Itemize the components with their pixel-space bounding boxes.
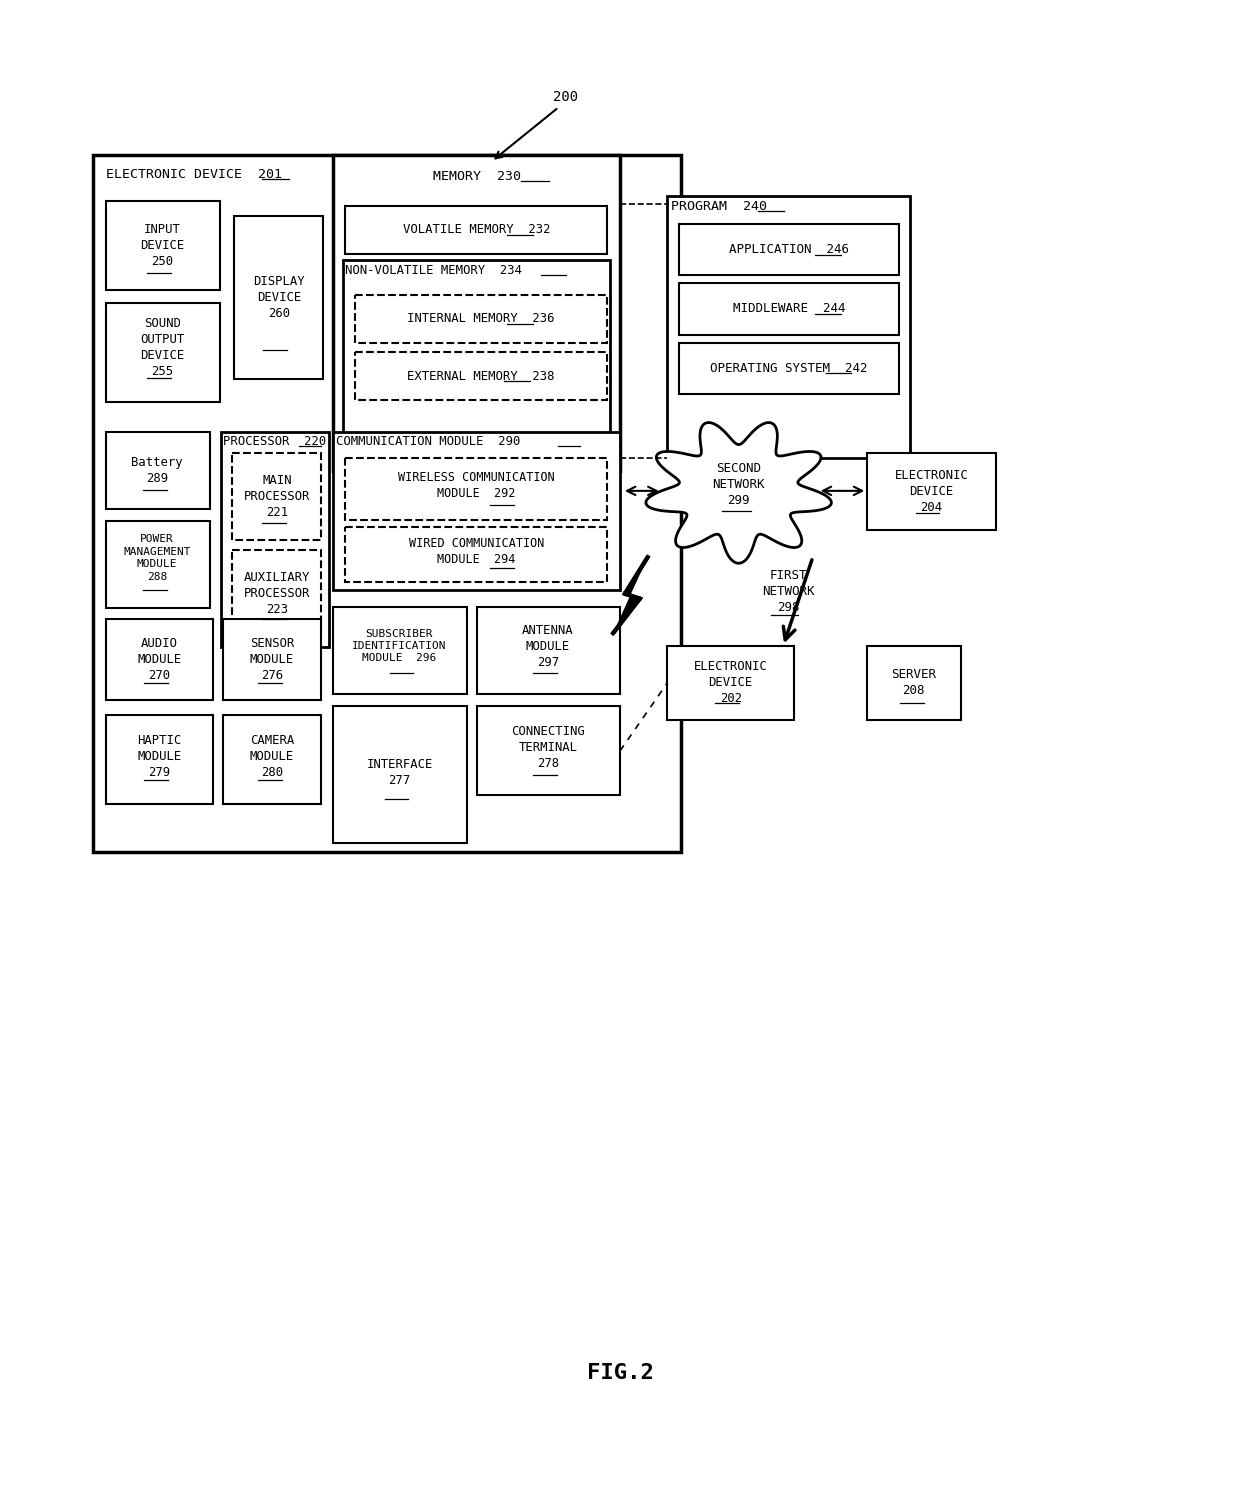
Text: SUBSCRIBER
IDENTIFICATION
MODULE  296: SUBSCRIBER IDENTIFICATION MODULE 296	[352, 629, 446, 663]
Bar	[334, 155, 620, 471]
Text: SERVER
208: SERVER 208	[892, 669, 936, 697]
Bar	[222, 715, 321, 804]
Bar	[345, 207, 608, 254]
Text: PROCESSOR  220: PROCESSOR 220	[222, 435, 326, 447]
Bar	[345, 458, 608, 520]
Text: HAPTIC
MODULE
279: HAPTIC MODULE 279	[138, 734, 181, 779]
Text: ELECTRONIC
DEVICE
204: ELECTRONIC DEVICE 204	[894, 470, 968, 514]
Bar	[476, 606, 620, 694]
Bar	[680, 343, 899, 394]
Text: ANTENNA
MODULE
297: ANTENNA MODULE 297	[522, 624, 574, 669]
Text: POWER
MANAGEMENT
MODULE
288: POWER MANAGEMENT MODULE 288	[124, 535, 191, 581]
Polygon shape	[613, 557, 647, 633]
Text: Battery
289: Battery 289	[131, 456, 184, 484]
Text: WIRELESS COMMUNICATION
MODULE  292: WIRELESS COMMUNICATION MODULE 292	[398, 471, 556, 501]
Bar	[221, 431, 330, 646]
Text: INTERFACE
277: INTERFACE 277	[366, 758, 433, 788]
Bar	[345, 528, 608, 583]
Bar	[334, 606, 466, 694]
Text: MIDDLEWARE  244: MIDDLEWARE 244	[733, 303, 846, 315]
Bar	[93, 155, 681, 851]
Polygon shape	[646, 422, 831, 563]
Bar	[105, 620, 212, 700]
Text: ELECTRONIC
DEVICE
202: ELECTRONIC DEVICE 202	[694, 660, 768, 706]
Text: INTERNAL MEMORY  236: INTERNAL MEMORY 236	[407, 312, 554, 325]
Bar	[105, 201, 219, 290]
Text: AUDIO
MODULE
270: AUDIO MODULE 270	[138, 637, 181, 682]
Text: ELECTRONIC DEVICE  201: ELECTRONIC DEVICE 201	[105, 168, 281, 181]
Text: MAIN
PROCESSOR
221: MAIN PROCESSOR 221	[244, 474, 310, 519]
Bar	[105, 303, 219, 401]
Text: PROGRAM  240: PROGRAM 240	[671, 199, 768, 212]
Text: FIG.2: FIG.2	[587, 1363, 653, 1383]
Text: CONNECTING
TERMINAL
278: CONNECTING TERMINAL 278	[511, 725, 585, 770]
Bar	[867, 453, 996, 531]
Bar	[105, 715, 212, 804]
Bar	[680, 224, 899, 275]
Bar	[222, 620, 321, 700]
Bar	[680, 284, 899, 334]
Bar	[232, 550, 321, 637]
Bar	[667, 646, 794, 721]
Bar	[867, 646, 961, 721]
Bar	[234, 215, 324, 379]
Text: SOUND
OUTPUT
DEVICE
255: SOUND OUTPUT DEVICE 255	[140, 317, 185, 377]
Bar	[355, 296, 608, 343]
Text: COMMUNICATION MODULE  290: COMMUNICATION MODULE 290	[336, 435, 521, 447]
Text: SECOND
NETWORK
299: SECOND NETWORK 299	[713, 462, 765, 507]
Text: APPLICATION  246: APPLICATION 246	[729, 244, 849, 256]
Text: NON-VOLATILE MEMORY  234: NON-VOLATILE MEMORY 234	[345, 265, 522, 276]
Text: MEMORY  230: MEMORY 230	[433, 169, 521, 183]
Text: EXTERNAL MEMORY  238: EXTERNAL MEMORY 238	[407, 370, 554, 383]
Text: OPERATING SYSTEM  242: OPERATING SYSTEM 242	[711, 361, 868, 374]
Text: SENSOR
MODULE
276: SENSOR MODULE 276	[249, 637, 294, 682]
Text: WIRED COMMUNICATION
MODULE  294: WIRED COMMUNICATION MODULE 294	[409, 536, 544, 566]
Text: DISPLAY
DEVICE
260: DISPLAY DEVICE 260	[253, 275, 305, 319]
Text: VOLATILE MEMORY  232: VOLATILE MEMORY 232	[403, 223, 551, 236]
Text: FIRST
NETWORK
298: FIRST NETWORK 298	[761, 569, 815, 614]
Bar	[232, 453, 321, 541]
Bar	[105, 431, 210, 508]
Bar	[105, 520, 210, 608]
Bar	[334, 431, 620, 590]
Text: AUXILIARY
PROCESSOR
223: AUXILIARY PROCESSOR 223	[244, 571, 310, 617]
Text: CAMERA
MODULE
280: CAMERA MODULE 280	[249, 734, 294, 779]
Text: 200: 200	[553, 91, 578, 104]
Text: INPUT
DEVICE
250: INPUT DEVICE 250	[140, 223, 185, 267]
Bar	[355, 352, 608, 400]
Bar	[334, 706, 466, 843]
Bar	[667, 196, 910, 458]
Bar	[343, 260, 610, 453]
Bar	[476, 706, 620, 795]
